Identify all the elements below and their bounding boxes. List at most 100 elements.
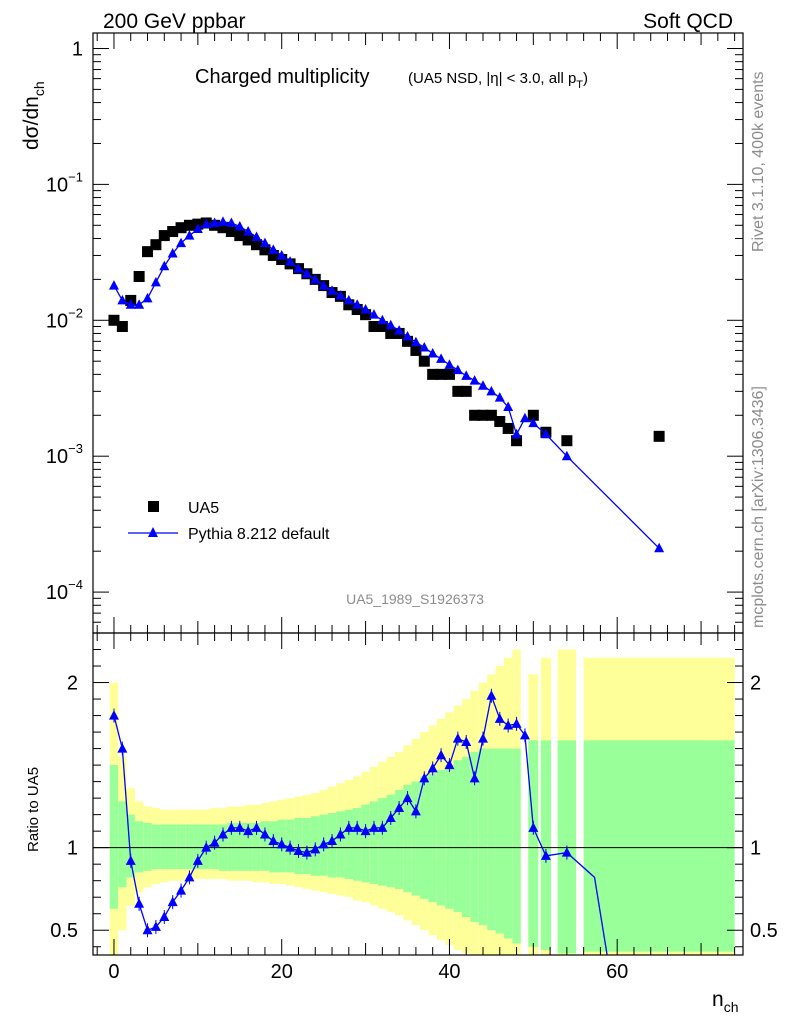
ratio-data-point	[478, 733, 488, 743]
ratio-band-inner	[583, 740, 735, 952]
ua5-data-point	[376, 321, 388, 333]
ratio-data-point	[218, 828, 228, 839]
pythia-data-point	[452, 364, 463, 375]
ratio-band-inner	[185, 824, 194, 870]
ratio-data-point	[318, 838, 329, 849]
top-panel-frame	[92, 32, 744, 634]
ratio-band-inner	[428, 773, 437, 903]
pythia-data-point	[335, 290, 346, 300]
ua5-data-point	[133, 270, 145, 282]
ratio-band-inner	[143, 822, 152, 871]
chart-title: Charged multiplicity	[195, 66, 370, 88]
ratio-band-inner	[193, 824, 203, 870]
ratio-data-point	[494, 713, 505, 723]
ratio-y-tick-label-right: 0.5	[750, 920, 778, 942]
pythia-data-point	[142, 292, 153, 303]
y-axis-label: dσ/dnch	[20, 81, 47, 150]
pythia-data-point	[125, 299, 136, 309]
pythia-data-point	[301, 268, 312, 278]
pythia-data-point	[427, 347, 438, 358]
ratio-data-point	[108, 710, 119, 720]
pythia-data-point	[478, 380, 488, 390]
ua5-data-point	[368, 321, 380, 333]
energy-label: 200 GeV ppbar	[103, 10, 245, 33]
ratio-data-point	[427, 762, 438, 773]
pythia-data-point	[285, 256, 296, 266]
ua5-data-point	[561, 435, 573, 447]
pythia-data-point	[394, 325, 405, 335]
ratio-data-point	[176, 885, 187, 895]
ratio-data-point	[511, 718, 522, 728]
ratio-data-point	[503, 719, 514, 730]
ratio-data-point	[377, 822, 388, 832]
pythia-data-point	[402, 330, 413, 341]
ratio-data-point	[394, 802, 405, 813]
y-tick-label: 10−4	[46, 577, 83, 604]
ratio-data-point	[167, 896, 178, 907]
ratio-band-inner	[453, 760, 463, 913]
pythia-data-point	[377, 314, 388, 325]
ua5-data-point	[477, 409, 489, 421]
pythia-data-point	[343, 294, 354, 305]
ua5-data-point	[150, 239, 162, 251]
ratio-band-inner	[235, 822, 244, 871]
pythia-data-point	[293, 263, 304, 273]
pythia-data-point	[436, 353, 447, 363]
y-axis-label-subscript: ch	[31, 81, 47, 96]
legend-ua5-marker	[148, 501, 159, 512]
ratio-band-inner	[361, 804, 370, 883]
pythia-data-point	[268, 244, 279, 254]
pythia-data-point	[209, 217, 220, 227]
ratio-band-inner	[134, 821, 144, 873]
ua5-data-point	[402, 335, 414, 347]
ratio-data-point	[335, 828, 346, 839]
category-label: Soft QCD	[643, 10, 733, 33]
ratio-band-inner	[420, 776, 429, 899]
pythia-data-point	[310, 273, 321, 284]
chart-subtitle-subscript: T	[576, 79, 583, 91]
ratio-data-point	[419, 772, 430, 783]
ratio-data-point	[461, 736, 472, 746]
ua5-data-point	[234, 230, 246, 242]
y-tick-label: 10−3	[46, 441, 83, 468]
pythia-data-point	[444, 359, 455, 369]
ua5-data-point	[343, 299, 355, 311]
ratio-band-inner	[336, 811, 345, 878]
ua5-data-point	[183, 219, 195, 231]
ratio-band-inner	[252, 822, 261, 871]
pythia-data-point	[176, 237, 187, 248]
ratio-data-point	[125, 855, 136, 865]
ratio-band-inner	[243, 822, 253, 871]
ratio-y-tick-label: 1	[67, 838, 78, 860]
ua5-data-point	[267, 249, 279, 261]
chart-subtitle-text: (UA5 NSD, |η| < 3.0, all p	[408, 70, 576, 87]
ratio-data-point	[360, 825, 371, 836]
ua5-data-point	[485, 409, 497, 421]
ratio-band-inner	[369, 801, 379, 884]
ua5-data-point	[460, 385, 472, 397]
pythia-data-point	[561, 450, 572, 461]
pythia-data-point	[540, 428, 551, 439]
pythia-data-point	[234, 220, 245, 231]
ua5-data-point	[511, 435, 523, 447]
ua5-data-point	[502, 422, 514, 434]
ratio-data-point	[184, 871, 195, 882]
ratio-y-tick-label-right: 2	[750, 673, 761, 695]
ratio-band-inner	[478, 748, 488, 926]
analysis-watermark: UA5_1989_S1926373	[346, 591, 484, 607]
ratio-band-inner	[436, 770, 446, 906]
ratio-band-inner	[445, 765, 454, 909]
pythia-data-point	[352, 299, 363, 309]
ratio-band-inner	[540, 740, 551, 951]
pythia-data-point	[201, 218, 212, 229]
ratio-data-point	[310, 843, 321, 854]
ratio-band-inner	[495, 748, 504, 934]
ratio-band-inner	[126, 814, 135, 878]
y-tick-label: 10−1	[46, 169, 83, 196]
pythia-data-point	[519, 412, 530, 423]
ratio-band-inner	[109, 765, 119, 909]
ratio-band-inner	[411, 781, 421, 896]
ratio-data-point	[268, 835, 279, 846]
pythia-data-point	[259, 237, 270, 248]
